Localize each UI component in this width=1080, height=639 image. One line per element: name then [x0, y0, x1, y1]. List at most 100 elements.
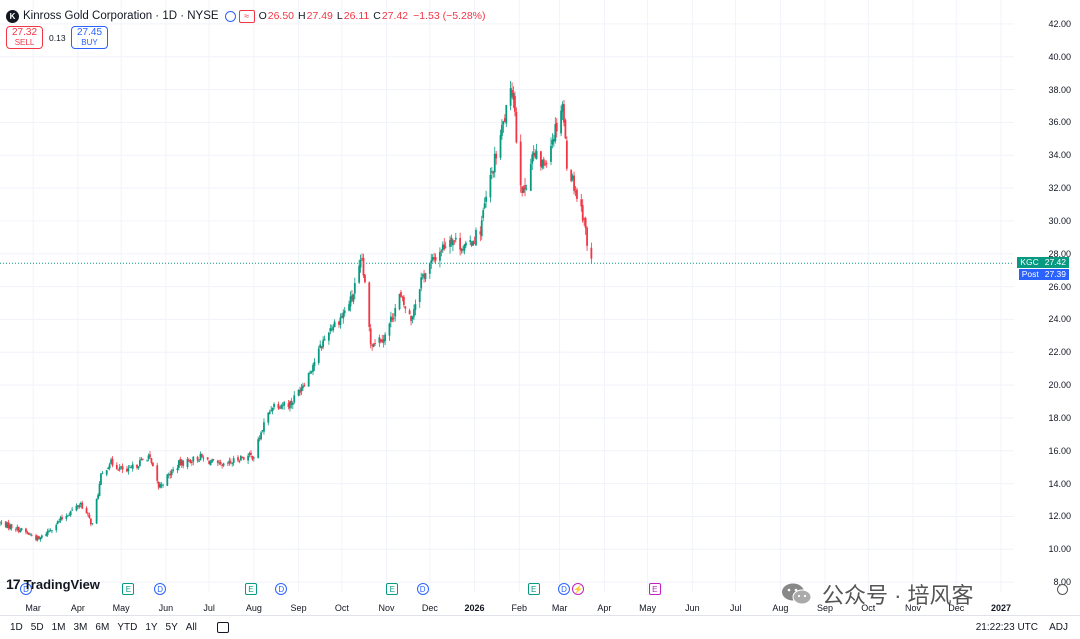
earnings-event-icon[interactable]: E [527, 583, 540, 595]
sell-button[interactable]: 27.32 SELL [6, 26, 43, 49]
candle-body [564, 120, 567, 139]
candle-body [251, 455, 254, 460]
candle-body [384, 334, 387, 341]
earnings-event-icon[interactable]: E [122, 583, 135, 595]
candle-body [317, 348, 320, 363]
candle-body [98, 483, 101, 497]
candle-body [450, 237, 453, 245]
candle-body [402, 296, 405, 305]
candle-body [169, 473, 172, 476]
x-tick-label: Dec [421, 603, 438, 613]
post-price-label: Post [1021, 269, 1039, 280]
range-button-1m[interactable]: 1M [51, 622, 66, 633]
candle-body [502, 121, 505, 125]
candle-body [340, 315, 343, 318]
candle-body [554, 123, 557, 141]
earnings-event-icon[interactable]: E [244, 583, 257, 595]
spread-value: 0.13 [49, 33, 66, 43]
candle-body [323, 338, 326, 341]
candle-body [313, 361, 316, 367]
range-button-ytd[interactable]: YTD [117, 622, 138, 633]
candle-body [209, 461, 212, 466]
candle-body [462, 248, 464, 250]
clock-time[interactable]: 21:22:23 UTC [975, 622, 1038, 633]
range-button-6m[interactable]: 6M [95, 622, 110, 633]
adjust-toggle[interactable]: ADJ [1049, 622, 1068, 633]
split-event-icon[interactable]: ⚡ [572, 583, 585, 595]
candle-body [237, 457, 239, 461]
candle-body [413, 309, 415, 317]
candle-body [303, 384, 306, 386]
candle-body [503, 118, 506, 122]
calendar-icon[interactable] [216, 622, 229, 633]
candle-body [561, 104, 564, 112]
earnings-event-icon[interactable]: E [386, 583, 399, 595]
range-button-5y[interactable]: 5Y [165, 622, 178, 633]
candle-body [180, 459, 183, 466]
y-tick-label: 8.00 [1053, 577, 1071, 588]
close-label: C [373, 10, 381, 22]
candle-body [76, 505, 79, 507]
candle-body [211, 459, 213, 463]
candle-body [499, 135, 502, 158]
earnings-event-icon[interactable]: E [648, 583, 661, 595]
candle-body [190, 461, 193, 463]
tradingview-logo[interactable]: 17 TradingView [6, 576, 100, 592]
earnings-icon[interactable]: ≈ [238, 9, 255, 23]
dividend-event-icon[interactable]: D [19, 583, 32, 595]
candle-body [149, 454, 151, 458]
candle-body [353, 283, 356, 294]
candle-body [108, 464, 111, 469]
symbol-title[interactable]: Kinross Gold Corporation · 1D · NYSE [23, 10, 219, 22]
candle-body [126, 469, 128, 472]
candle-body [421, 274, 424, 276]
buy-button[interactable]: 27.45 BUY [71, 26, 108, 49]
candle-body [439, 252, 441, 261]
candle-body [250, 452, 252, 455]
candle-body [492, 171, 495, 174]
dividend-event-icon[interactable]: D [416, 583, 429, 595]
candle-body [555, 122, 558, 132]
candle-body [10, 524, 13, 529]
candle-body [388, 323, 391, 336]
dividend-event-icon[interactable]: D [275, 583, 288, 595]
candle-body [532, 152, 535, 156]
candle-body [260, 432, 262, 440]
range-button-1y[interactable]: 1Y [145, 622, 158, 633]
range-button-1d[interactable]: 1D [10, 622, 23, 633]
candle-body [378, 337, 381, 343]
candle-body [364, 274, 366, 283]
candle-body [440, 250, 443, 253]
candle-body [51, 530, 53, 532]
candle-body [410, 315, 412, 321]
candle-body [156, 465, 159, 481]
candle-body [110, 459, 112, 464]
candle-body [541, 159, 544, 168]
dividend-event-icon[interactable]: D [557, 583, 570, 595]
symbol-header[interactable]: K Kinross Gold Corporation · 1D · NYSE ≈… [6, 8, 486, 24]
candle-body [584, 217, 587, 228]
candle-body [95, 498, 98, 524]
dividend-event-icon[interactable]: D [154, 583, 167, 595]
candle-body [87, 513, 89, 515]
candle-body [297, 389, 300, 396]
range-button-3m[interactable]: 3M [73, 622, 88, 633]
candle-body [542, 159, 545, 166]
candle-body [485, 196, 487, 202]
range-button-5d[interactable]: 5D [30, 622, 44, 633]
gear-icon[interactable] [1057, 584, 1068, 595]
bottom-toolbar: 1D 5D 1M 3M 6M YTD 1Y 5Y All 21:22:23 UTC ADJ [0, 615, 1080, 639]
market-status-icon[interactable] [224, 10, 236, 22]
candle-body [339, 317, 342, 326]
wechat-icon [782, 583, 812, 605]
candle-body [188, 459, 190, 461]
candle-body [75, 505, 78, 511]
range-button-all[interactable]: All [185, 622, 197, 633]
candle-body [4, 521, 7, 528]
close-value: 27.42 [381, 10, 409, 22]
candle-body [252, 457, 255, 459]
candle-body [29, 534, 32, 536]
candle-body [307, 373, 310, 387]
candle-body [560, 110, 562, 134]
